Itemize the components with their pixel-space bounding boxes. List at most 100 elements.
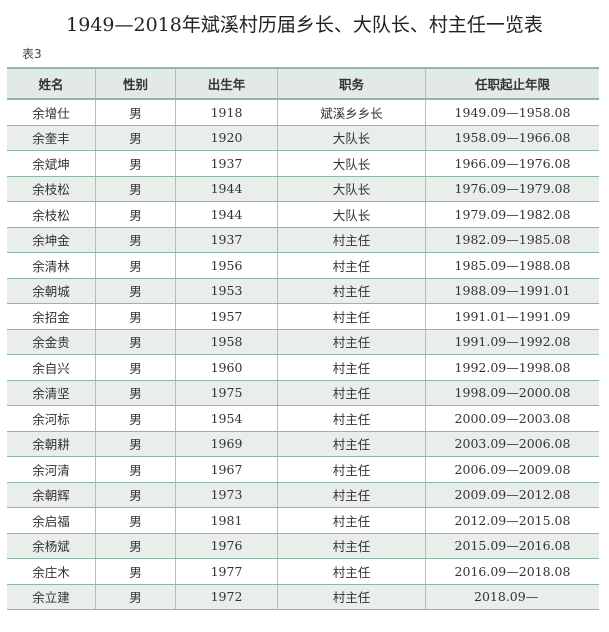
table-row: 余自兴男 1960 村主任 1992.09—1998.08	[7, 354, 599, 381]
cell-sex: 男	[95, 201, 176, 228]
cell-year: 1977	[175, 558, 278, 585]
cell-year: 1972	[175, 584, 278, 610]
table-row: 余奎丰男 1920 大队长 1958.09—1966.08	[7, 125, 599, 151]
table-row: 余招金男 1957 村主任 1991.01—1991.09	[7, 303, 599, 330]
table-row: 余立建男 1972 村主任 2018.09—	[7, 584, 599, 610]
cell-term: 2006.09—2009.08	[425, 456, 599, 483]
table-row: 余斌坤男 1937 大队长 1966.09—1976.08	[7, 150, 599, 177]
table-label: 表3	[22, 47, 42, 61]
cell-name: 余金贵	[7, 329, 96, 355]
cell-term: 2000.09—2003.08	[425, 405, 599, 432]
cell-term: 2012.09—2015.08	[425, 507, 599, 534]
cell-term: 1949.09—1958.08	[425, 99, 599, 126]
cell-year: 1944	[175, 176, 278, 202]
cell-role: 村主任	[277, 558, 426, 585]
table-row: 余坤金男 1937 村主任 1982.09—1985.08	[7, 227, 599, 253]
cell-name: 余自兴	[7, 354, 96, 381]
cell-role: 村主任	[277, 533, 426, 559]
cell-name: 余坤金	[7, 227, 96, 253]
cell-year: 1937	[175, 227, 278, 253]
cell-term: 1988.09—1991.01	[425, 278, 599, 304]
cell-year: 1975	[175, 380, 278, 406]
cell-name: 余枝松	[7, 201, 96, 228]
cell-sex: 男	[95, 482, 176, 508]
cell-name: 余杨斌	[7, 533, 96, 559]
cell-sex: 男	[95, 278, 176, 304]
header-row: 姓名 性别 出生年 职务 任职起止年限	[7, 67, 599, 100]
cell-name: 余庄木	[7, 558, 96, 585]
cell-year: 1957	[175, 303, 278, 330]
cell-sex: 男	[95, 354, 176, 381]
table-row: 余庄木男 1977 村主任 2016.09—2018.08	[7, 558, 599, 585]
table-row: 余清坚男 1975 村主任 1998.09—2000.08	[7, 380, 599, 406]
cell-name: 余奎丰	[7, 125, 96, 151]
cell-sex: 男	[95, 99, 176, 126]
cell-year: 1960	[175, 354, 278, 381]
cell-role: 斌溪乡乡长	[277, 99, 426, 126]
cell-role: 村主任	[277, 482, 426, 508]
cell-term: 2018.09—	[425, 584, 599, 610]
cell-role: 大队长	[277, 150, 426, 177]
cell-term: 1998.09—2000.08	[425, 380, 599, 406]
cell-year: 1969	[175, 431, 278, 457]
header-birth-year: 出生年	[175, 67, 278, 100]
table-row: 余金贵男 1958 村主任 1991.09—1992.08	[7, 329, 599, 355]
cell-year: 1958	[175, 329, 278, 355]
table-row: 余清林男 1956 村主任 1985.09—1988.08	[7, 252, 599, 279]
table-row: 余朝耕男 1969 村主任 2003.09—2006.08	[7, 431, 599, 457]
cell-year: 1953	[175, 278, 278, 304]
cell-role: 大队长	[277, 125, 426, 151]
header-position: 职务	[277, 67, 426, 100]
cell-sex: 男	[95, 507, 176, 534]
cell-sex: 男	[95, 125, 176, 151]
cell-name: 余枝松	[7, 176, 96, 202]
cell-year: 1956	[175, 252, 278, 279]
cell-name: 余河清	[7, 456, 96, 483]
header-name: 姓名	[7, 67, 96, 100]
header-sex: 性别	[95, 67, 176, 100]
cell-name: 余朝耕	[7, 431, 96, 457]
cell-sex: 男	[95, 227, 176, 253]
cell-term: 1992.09—1998.08	[425, 354, 599, 381]
table-row: 余河清男 1967 村主任 2006.09—2009.08	[7, 456, 599, 483]
cell-role: 大队长	[277, 176, 426, 202]
cell-sex: 男	[95, 405, 176, 432]
cell-term: 1982.09—1985.08	[425, 227, 599, 253]
cell-name: 余增仕	[7, 99, 96, 126]
cell-sex: 男	[95, 176, 176, 202]
cell-year: 1944	[175, 201, 278, 228]
cell-term: 1979.09—1982.08	[425, 201, 599, 228]
cell-role: 村主任	[277, 354, 426, 381]
cell-year: 1918	[175, 99, 278, 126]
officials-table: 姓名 性别 出生年 职务 任职起止年限 余增仕男 1918 斌溪乡乡长 1949.09…	[7, 67, 599, 610]
cell-role: 村主任	[277, 507, 426, 534]
cell-name: 余立建	[7, 584, 96, 610]
cell-role: 村主任	[277, 278, 426, 304]
table-row: 余杨斌男 1976 村主任 2015.09—2016.08	[7, 533, 599, 559]
cell-name: 余斌坤	[7, 150, 96, 177]
table-row: 余枝松男 1944 大队长 1979.09—1982.08	[7, 201, 599, 228]
cell-role: 村主任	[277, 329, 426, 355]
cell-name: 余招金	[7, 303, 96, 330]
cell-term: 2003.09—2006.08	[425, 431, 599, 457]
table-row: 余启福男 1981 村主任 2012.09—2015.08	[7, 507, 599, 534]
cell-term: 1966.09—1976.08	[425, 150, 599, 177]
cell-term: 1958.09—1966.08	[425, 125, 599, 151]
cell-sex: 男	[95, 558, 176, 585]
cell-name: 余清坚	[7, 380, 96, 406]
table-row: 余枝松男 1944 大队长 1976.09—1979.08	[7, 176, 599, 202]
cell-name: 余清林	[7, 252, 96, 279]
cell-role: 村主任	[277, 431, 426, 457]
cell-year: 1976	[175, 533, 278, 559]
table-row: 余河标男 1954 村主任 2000.09—2003.08	[7, 405, 599, 432]
cell-name: 余朝城	[7, 278, 96, 304]
cell-sex: 男	[95, 329, 176, 355]
table-row: 余朝城男 1953 村主任 1988.09—1991.01	[7, 278, 599, 304]
cell-year: 1967	[175, 456, 278, 483]
cell-term: 1991.09—1992.08	[425, 329, 599, 355]
cell-year: 1937	[175, 150, 278, 177]
cell-year: 1954	[175, 405, 278, 432]
cell-role: 村主任	[277, 405, 426, 432]
cell-name: 余河标	[7, 405, 96, 432]
cell-year: 1981	[175, 507, 278, 534]
